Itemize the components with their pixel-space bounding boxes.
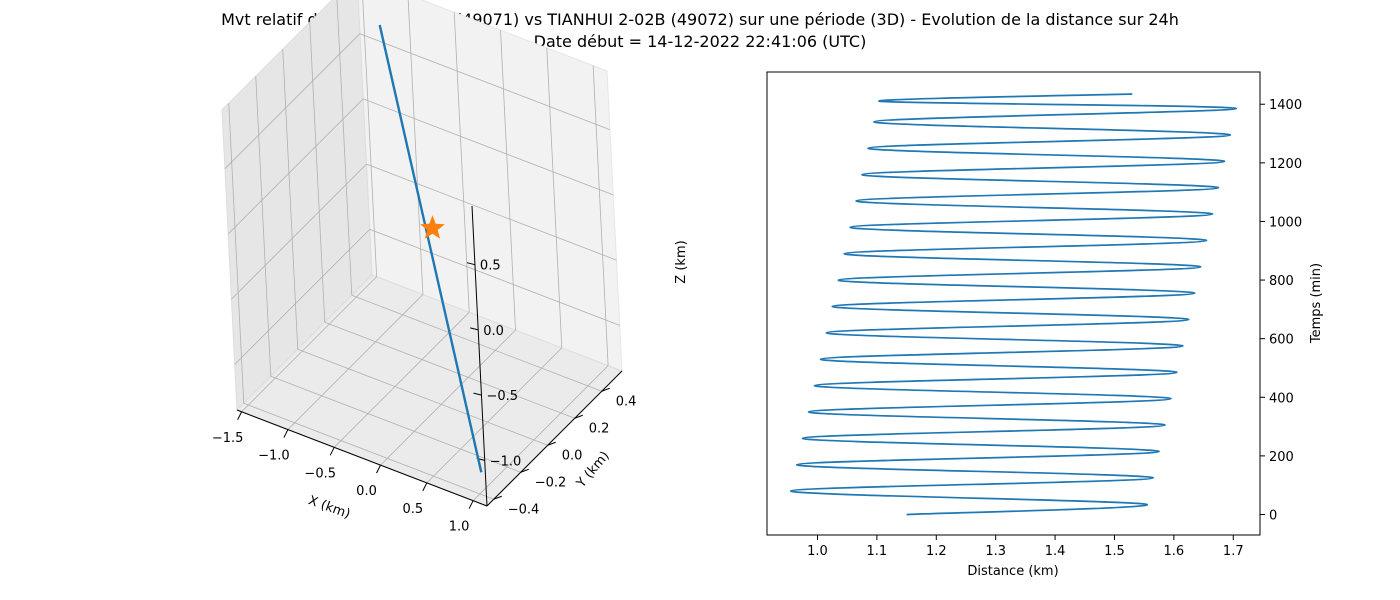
x-tick-mark: [283, 429, 289, 438]
x-tick-label: 1.1: [867, 544, 888, 559]
x-tick-label: 1.3: [985, 544, 1006, 559]
z-tick-label: −1.0: [490, 454, 522, 469]
z-gridline: [359, 33, 611, 131]
y-tick-label: 1000: [1269, 215, 1302, 230]
x-gridline: [546, 47, 563, 348]
y-tick-label: 0.2: [589, 421, 610, 436]
x-tick-mark: [329, 447, 335, 456]
y-tick-label: 600: [1269, 333, 1294, 348]
y-tick-label: 1400: [1269, 98, 1302, 113]
y-tick-label: 0.0: [562, 448, 583, 463]
z-tick-label: 0.5: [480, 259, 501, 274]
y-tick-label: 1200: [1269, 157, 1302, 172]
y-tick-label: 0: [1269, 508, 1277, 523]
x-tick-label: 0.5: [402, 502, 423, 517]
x-tick-label: 1.5: [1104, 544, 1125, 559]
x-gridline: [241, 276, 377, 413]
y-tick-mark: [520, 468, 529, 473]
x-axis-line: [236, 409, 488, 507]
x-gridline: [362, 0, 378, 277]
x-tick-mark: [376, 464, 381, 474]
x-tick-label: −1.5: [212, 431, 244, 446]
distance-axis-label: Distance (km): [967, 564, 1058, 579]
y-tick-label: 400: [1269, 391, 1294, 406]
y-gridline: [228, 103, 245, 404]
x-gridline: [426, 347, 563, 484]
z-gridline: [227, 98, 364, 235]
x-gridline: [333, 312, 470, 448]
x-tick-label: 0.0: [356, 484, 377, 499]
y-tick-label: −0.4: [508, 502, 540, 517]
x-gridline: [500, 30, 516, 331]
z-gridline: [369, 228, 620, 326]
y-gridline: [243, 402, 494, 500]
z-tick-mark: [470, 327, 479, 331]
x-tick-mark: [422, 482, 428, 492]
figure-subtitle: Date début = 14-12-2022 22:41:06 (UTC): [533, 32, 867, 51]
x-gridline: [287, 294, 424, 430]
distance-line: [789, 93, 1238, 516]
y-gridline: [351, 294, 602, 392]
plot-frame: [766, 71, 1261, 536]
x-tick-label: 1.4: [1045, 544, 1066, 559]
x-tick-label: 1.0: [449, 520, 470, 535]
y-tick-mark: [547, 441, 556, 446]
y-tick-label: −0.2: [535, 475, 567, 490]
y-gridline: [324, 321, 575, 419]
x-tick-mark: [237, 411, 243, 421]
time-axis-label: Temps (min): [1309, 263, 1324, 344]
x-tick-mark: [468, 500, 474, 509]
z-gridline: [363, 98, 614, 196]
x-tick-label: −1.0: [258, 449, 290, 464]
y-tick-label: 800: [1269, 274, 1294, 289]
x-tick-label: 1.0: [807, 544, 828, 559]
origin-star-marker: [420, 215, 445, 239]
x-gridline: [453, 12, 470, 313]
x-tick-label: 1.2: [926, 544, 947, 559]
trajectory-line: [378, 24, 483, 473]
x-gridline: [592, 65, 609, 366]
y-gridline: [336, 0, 353, 296]
x-gridline: [380, 329, 516, 466]
z-tick-mark: [473, 392, 482, 396]
y-axis-line: [486, 370, 623, 507]
y-gridline: [255, 76, 272, 377]
z-axis-label: Z (km): [674, 240, 689, 283]
z-tick-label: 0.0: [483, 324, 504, 339]
z-axis-line: [471, 205, 488, 507]
z-gridline: [366, 163, 617, 261]
y-gridline: [297, 348, 548, 446]
z-tick-label: −0.5: [486, 389, 518, 404]
x-gridline: [407, 0, 424, 295]
y-gridline: [270, 375, 521, 473]
y-tick-mark: [574, 414, 583, 419]
x-tick-label: −0.5: [304, 466, 336, 481]
x-tick-label: 1.7: [1223, 544, 1244, 559]
x-tick-label: 1.6: [1164, 544, 1185, 559]
z-gridline: [231, 163, 367, 300]
y-tick-label: 200: [1269, 450, 1294, 465]
y-gridline: [282, 49, 299, 350]
y-tick-mark: [601, 387, 610, 392]
y-gridline: [309, 22, 326, 323]
z-gridline: [224, 33, 361, 169]
y-tick-mark: [493, 495, 502, 500]
y-tick-label: 0.4: [616, 394, 637, 409]
z-tick-mark: [466, 262, 476, 266]
z-gridline: [234, 229, 371, 365]
x-gridline: [472, 365, 609, 501]
